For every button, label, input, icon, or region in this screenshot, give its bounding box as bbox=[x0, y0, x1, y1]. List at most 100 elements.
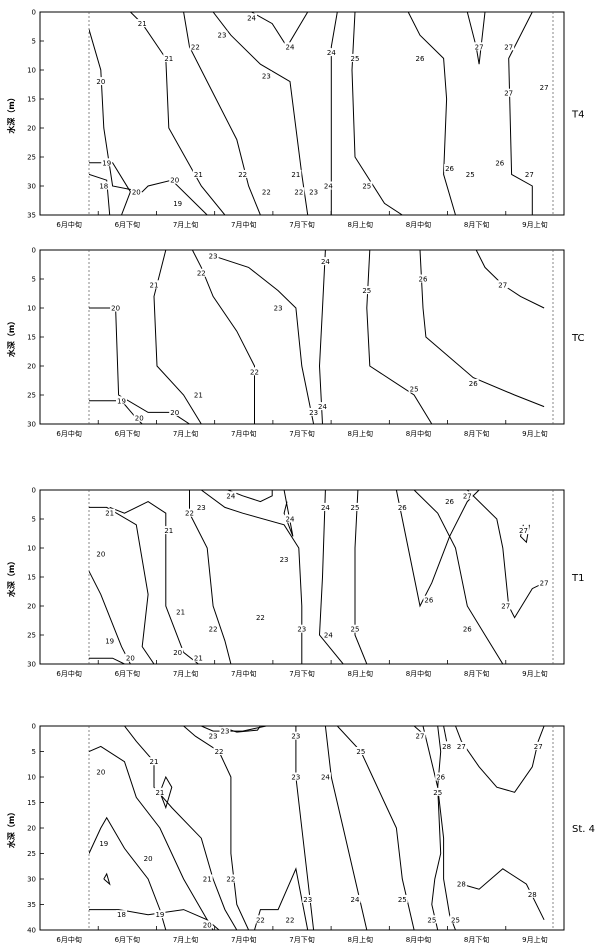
contour-label: 19 bbox=[117, 397, 126, 405]
contour-line-26 bbox=[414, 490, 503, 664]
contour-label: 21 bbox=[155, 789, 164, 797]
y-tick-label: 10 bbox=[27, 545, 36, 553]
contour-label: 22 bbox=[262, 188, 271, 196]
contour-line-18 bbox=[89, 910, 219, 930]
contour-label: 22 bbox=[185, 510, 194, 518]
contour-label: 21 bbox=[164, 527, 173, 535]
plot-frame bbox=[40, 12, 564, 215]
y-tick-label: 40 bbox=[27, 927, 36, 935]
panel-st4: 0 5 10 15 20 25 30 35 40 6月中旬 6月下旬 7月上旬 7月中旬 7月下旬 8月上旬… bbox=[6, 723, 595, 945]
contour-label: 27 bbox=[457, 743, 466, 751]
y-tick-label: 20 bbox=[27, 825, 36, 833]
contour-label: 20 bbox=[132, 188, 141, 196]
contour-label: 27 bbox=[416, 733, 425, 741]
y-tick-label: 0 bbox=[32, 487, 36, 495]
contour-line-27 bbox=[476, 250, 544, 308]
contour-label: 23 bbox=[218, 32, 227, 40]
x-tick-label: 7月中旬 bbox=[231, 220, 256, 229]
station-label: TC bbox=[571, 333, 585, 344]
contour-label: 20 bbox=[96, 78, 105, 86]
contour-group bbox=[89, 250, 544, 424]
contour-line-25 bbox=[352, 12, 402, 215]
contour-label: 22 bbox=[286, 916, 295, 924]
contour-label: 21 bbox=[150, 281, 159, 289]
y-axis-label: 水深（m） bbox=[6, 93, 16, 134]
y-tick-label: 20 bbox=[27, 363, 36, 371]
contour-label: 25 bbox=[451, 916, 460, 924]
y-tick-label: 0 bbox=[32, 723, 36, 731]
contour-line-20 bbox=[89, 507, 154, 664]
contour-label: 21 bbox=[194, 655, 203, 663]
y-tick-label: 15 bbox=[27, 799, 36, 807]
contour-label: 27 bbox=[501, 603, 510, 611]
contour-label: 24 bbox=[286, 516, 295, 524]
contour-label: 23 bbox=[291, 774, 300, 782]
contour-label: 24 bbox=[321, 258, 330, 266]
contour-line-27 bbox=[467, 490, 544, 618]
contour-line-26 bbox=[408, 12, 455, 215]
contour-label: 20 bbox=[111, 305, 120, 313]
y-tick-label: 0 bbox=[32, 247, 36, 255]
y-tick-label: 30 bbox=[27, 183, 36, 191]
contour-label: 19 bbox=[105, 637, 114, 645]
contour-label: 26 bbox=[416, 55, 425, 63]
station-label: St. 4 bbox=[572, 824, 595, 835]
contour-label: 25 bbox=[351, 626, 360, 634]
x-tick-label: 6月下旬 bbox=[115, 429, 140, 438]
contour-label: 25 bbox=[427, 916, 436, 924]
contour-line-21 bbox=[125, 726, 237, 930]
x-tick-label: 9月上旬 bbox=[522, 429, 547, 438]
y-tick-label: 25 bbox=[27, 850, 36, 858]
contour-label: 20 bbox=[96, 768, 105, 776]
y-tick-label: 25 bbox=[27, 154, 36, 162]
x-tick-label: 8月上旬 bbox=[347, 429, 372, 438]
contour-label: 27 bbox=[519, 527, 528, 535]
y-tick-label: 25 bbox=[27, 392, 36, 400]
contour-label: 26 bbox=[424, 597, 433, 605]
contour-group bbox=[89, 12, 532, 215]
contour-label: 19 bbox=[99, 840, 108, 848]
y-tick-label: 30 bbox=[27, 661, 36, 669]
contour-label: 24 bbox=[226, 492, 235, 500]
contour-label: 20 bbox=[170, 409, 179, 417]
contour-label: 25 bbox=[356, 748, 365, 756]
y-tick-label: 10 bbox=[27, 305, 36, 313]
x-tick-label: 8月下旬 bbox=[464, 220, 489, 229]
contour-label: 27 bbox=[463, 492, 472, 500]
contour-label: 26 bbox=[436, 774, 445, 782]
contour-label: 21 bbox=[203, 876, 212, 884]
contour-label: 27 bbox=[504, 90, 513, 98]
contour-line-20 bbox=[89, 308, 190, 424]
contour-label: 28 bbox=[457, 881, 466, 889]
y-tick-label: 5 bbox=[32, 516, 36, 524]
y-tick-label: 35 bbox=[27, 901, 36, 909]
x-tick-label: 8月上旬 bbox=[347, 669, 372, 678]
contour-label: 21 bbox=[138, 20, 147, 28]
contour-label: 23 bbox=[220, 728, 229, 736]
contour-label: 26 bbox=[445, 165, 454, 173]
contour-line-19 bbox=[89, 658, 125, 664]
contour-line-26 bbox=[432, 726, 441, 930]
contour-label: 24 bbox=[327, 49, 336, 57]
y-tick-label: 15 bbox=[27, 96, 36, 104]
contour-label: 21 bbox=[194, 171, 203, 179]
contour-label: 27 bbox=[498, 281, 507, 289]
contour-label: 24 bbox=[286, 43, 295, 51]
x-tick-label: 9月上旬 bbox=[522, 220, 547, 229]
contour-label: 25 bbox=[362, 183, 371, 191]
contour-label: 19 bbox=[173, 200, 182, 208]
y-tick-label: 0 bbox=[32, 9, 36, 17]
contour-label: 20 bbox=[126, 655, 135, 663]
contour-label: 27 bbox=[504, 43, 513, 51]
contour-label: 22 bbox=[197, 270, 206, 278]
x-tick-label: 8月下旬 bbox=[464, 429, 489, 438]
contour-line-26 bbox=[396, 490, 479, 606]
contour-label: 26 bbox=[419, 276, 428, 284]
contour-label: 21 bbox=[150, 758, 159, 766]
contour-label: 21 bbox=[105, 510, 114, 518]
y-axis-label: 水深（m） bbox=[6, 808, 16, 849]
contour-label: 22 bbox=[294, 188, 303, 196]
contour-label: 23 bbox=[274, 305, 283, 313]
contour-group bbox=[89, 490, 544, 664]
contour-line-24 bbox=[325, 726, 366, 930]
